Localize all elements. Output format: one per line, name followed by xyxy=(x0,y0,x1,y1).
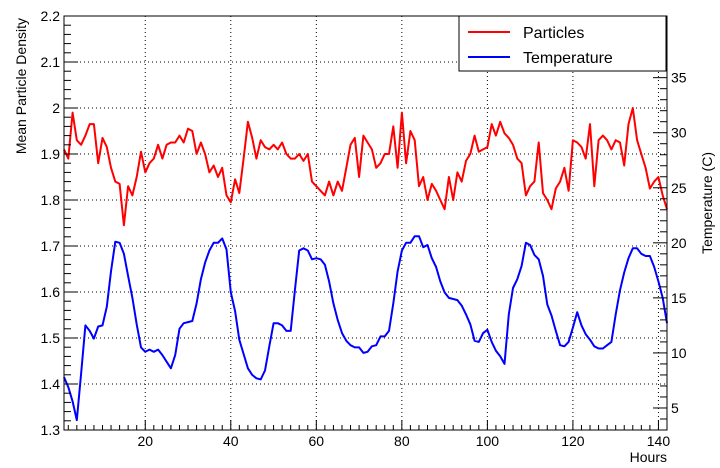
y-tick-label: 1.8 xyxy=(41,192,61,208)
y-axis-title: Mean Particle Density xyxy=(13,18,29,154)
plot-frame xyxy=(63,15,668,431)
legend: Particles Temperature xyxy=(458,15,667,72)
series-line-temperature xyxy=(63,235,668,422)
x-axis-title: Hours xyxy=(630,449,667,465)
y-tick-label: 1.3 xyxy=(41,422,61,438)
grid-lines xyxy=(64,16,667,430)
legend-label-temperature: Temperature xyxy=(523,50,613,67)
x-tick-label: 60 xyxy=(309,433,325,449)
y-tick-label: 2.2 xyxy=(41,8,61,24)
y-tick-label: 1.4 xyxy=(41,376,61,392)
y2-axis-title: Temperature (C) xyxy=(699,152,715,254)
x-tick-label: 20 xyxy=(137,433,153,449)
y2-tick-label: 35 xyxy=(671,70,687,86)
x-tick-label: 80 xyxy=(394,433,410,449)
x-tick-label: 40 xyxy=(223,433,239,449)
y2-tick-label: 5 xyxy=(671,400,679,416)
y-tick-label: 1.6 xyxy=(41,284,61,300)
y2-tick-label: 15 xyxy=(671,290,687,306)
legend-label-particles: Particles xyxy=(523,25,584,42)
y2-tick-label: 25 xyxy=(671,180,687,196)
y2-tick-label: 10 xyxy=(671,345,687,361)
x-tick-label: 140 xyxy=(647,433,671,449)
y2-tick-label: 20 xyxy=(671,235,687,251)
y2-tick-label: 30 xyxy=(671,125,687,141)
tick-labels: 20 40 60 80 100 120 140 1.3 1.4 1.5 1.6 1.7 1.8 1.9 2 2… xyxy=(41,8,687,449)
y-tick-label: 1.9 xyxy=(41,146,61,162)
series-lines xyxy=(63,107,668,422)
series-line-particles xyxy=(63,107,668,227)
y-tick-label: 1.5 xyxy=(41,330,61,346)
legend-box xyxy=(458,15,667,72)
x-tick-label: 100 xyxy=(476,433,500,449)
y-tick-label: 2 xyxy=(52,100,60,116)
y-tick-label: 2.1 xyxy=(41,54,61,70)
x-tick-label: 120 xyxy=(561,433,585,449)
axis-ticks xyxy=(64,15,668,431)
y-tick-label: 1.7 xyxy=(41,238,61,254)
